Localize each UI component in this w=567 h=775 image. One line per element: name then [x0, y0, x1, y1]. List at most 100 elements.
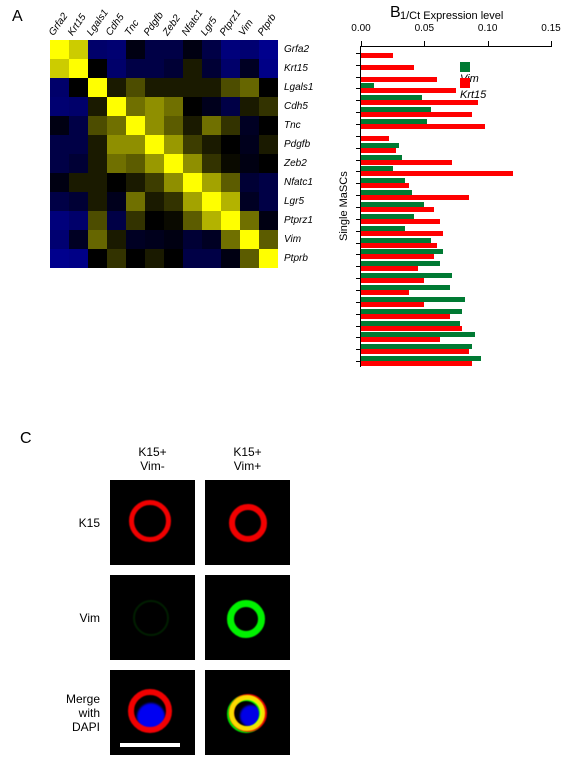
- microscopy-image: [205, 670, 290, 755]
- heatmap-cell: [145, 59, 164, 78]
- heatmap-cell: [240, 211, 259, 230]
- heatmap-cell: [259, 211, 278, 230]
- heatmap-cell: [145, 116, 164, 135]
- heatmap-cell: [126, 97, 145, 116]
- heatmap-cell: [202, 78, 221, 97]
- heatmap-cell: [69, 249, 88, 268]
- heatmap-cell: [240, 135, 259, 154]
- heatmap-cell: [183, 116, 202, 135]
- heatmap-cell: [183, 78, 202, 97]
- bar-krt15: [361, 326, 462, 331]
- heatmap-cell: [240, 59, 259, 78]
- heatmap-cell: [50, 97, 69, 116]
- heatmap-cell: [145, 249, 164, 268]
- heatmap-cell: [50, 78, 69, 97]
- bar-krt15: [361, 195, 469, 200]
- x-axis-title: 1/Ct Expression level: [400, 10, 503, 22]
- heatmap-cell: [107, 211, 126, 230]
- heatmap-cell: [183, 230, 202, 249]
- bar-krt15: [361, 112, 472, 117]
- microscopy-image: [110, 575, 195, 660]
- heatmap-cell: [259, 135, 278, 154]
- heatmap-row-label: Krt15: [284, 63, 308, 74]
- heatmap-cell: [107, 192, 126, 211]
- heatmap-cell: [126, 192, 145, 211]
- panel-c-row-header: Vim: [20, 611, 100, 625]
- heatmap-cell: [50, 135, 69, 154]
- heatmap-cell: [107, 59, 126, 78]
- bar-krt15: [361, 100, 478, 105]
- panel-c-col-header: K15+ Vim-: [110, 445, 195, 473]
- heatmap-cell: [88, 97, 107, 116]
- heatmap-row-label: Vim: [284, 234, 301, 245]
- heatmap-cell: [202, 173, 221, 192]
- heatmap-cell: [221, 97, 240, 116]
- heatmap-cell: [202, 116, 221, 135]
- x-tick-label: 0.05: [415, 23, 434, 34]
- x-tick: [488, 41, 489, 47]
- heatmap-cell: [107, 40, 126, 59]
- heatmap-cell: [50, 173, 69, 192]
- heatmap-cell: [164, 192, 183, 211]
- heatmap-cell: [202, 154, 221, 173]
- heatmap-cell: [240, 97, 259, 116]
- heatmap-cell: [240, 78, 259, 97]
- heatmap-cell: [50, 40, 69, 59]
- heatmap-cell: [126, 116, 145, 135]
- heatmap-cell: [164, 78, 183, 97]
- heatmap-cell: [107, 97, 126, 116]
- heatmap-cell: [183, 192, 202, 211]
- panel-c-col-header: K15+ Vim+: [205, 445, 290, 473]
- cell-ring: [128, 689, 172, 733]
- heatmap-cell: [202, 211, 221, 230]
- bar-krt15: [361, 77, 437, 82]
- x-tick: [551, 41, 552, 47]
- heatmap-cell: [183, 59, 202, 78]
- heatmap-row-label: Cdh5: [284, 101, 308, 112]
- heatmap-cell: [164, 173, 183, 192]
- heatmap-cell: [240, 116, 259, 135]
- heatmap-cell: [69, 40, 88, 59]
- heatmap-cell: [164, 116, 183, 135]
- heatmap-cell: [50, 154, 69, 173]
- heatmap-cell: [183, 135, 202, 154]
- heatmap-top-labels: Grfa2Krt15Lgals1Cdh5TncPdgfbZeb2Nfatc1Lg…: [50, 0, 280, 40]
- heatmap-cell: [126, 173, 145, 192]
- scale-bar: [120, 743, 180, 747]
- heatmap-cell: [183, 173, 202, 192]
- heatmap-cell: [221, 78, 240, 97]
- heatmap-cell: [164, 135, 183, 154]
- heatmap-cell: [126, 211, 145, 230]
- heatmap-cell: [107, 154, 126, 173]
- heatmap-cell: [202, 97, 221, 116]
- heatmap-cell: [107, 116, 126, 135]
- heatmap-cell: [164, 211, 183, 230]
- x-tick-label: 0.10: [478, 23, 497, 34]
- heatmap-cell: [126, 230, 145, 249]
- heatmap-cell: [69, 97, 88, 116]
- heatmap-cell: [259, 173, 278, 192]
- heatmap-cell: [145, 192, 164, 211]
- heatmap-cell: [88, 135, 107, 154]
- y-axis-title: Single MaSCs: [338, 171, 350, 241]
- heatmap-cell: [50, 192, 69, 211]
- heatmap-cell: [164, 97, 183, 116]
- heatmap-cell: [221, 230, 240, 249]
- heatmap-cell: [145, 97, 164, 116]
- heatmap-cell: [50, 116, 69, 135]
- panel-c-microscopy: C K15+ Vim-K15+ Vim+K15VimMerge with DAP…: [20, 430, 320, 760]
- heatmap-cell: [221, 211, 240, 230]
- heatmap-cell: [183, 97, 202, 116]
- heatmap-cell: [107, 135, 126, 154]
- heatmap-cell: [183, 249, 202, 268]
- x-tick-label: 0.15: [541, 23, 560, 34]
- heatmap-cell: [126, 78, 145, 97]
- heatmap-col-label: Ptprb: [256, 12, 279, 38]
- heatmap-cell: [69, 154, 88, 173]
- heatmap-cell: [88, 173, 107, 192]
- heatmap-cell: [126, 154, 145, 173]
- heatmap-cell: [221, 59, 240, 78]
- heatmap-cell: [88, 249, 107, 268]
- heatmap-cell: [88, 230, 107, 249]
- bar-krt15: [361, 254, 434, 259]
